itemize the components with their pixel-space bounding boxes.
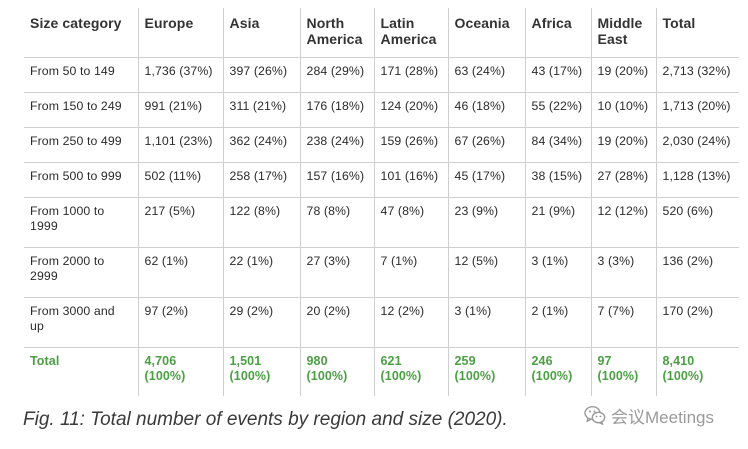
- table-cell: 27 (3%): [300, 247, 375, 298]
- table-cell: 238 (24%): [300, 127, 375, 163]
- table-cell: 63 (24%): [448, 57, 526, 93]
- table-row: From 1000 to 1999 217 (5%) 122 (8%) 78 (…: [24, 197, 739, 248]
- table-cell: 991 (21%): [138, 92, 224, 128]
- table-row: From 250 to 499 1,101 (23%) 362 (24%) 23…: [24, 127, 739, 163]
- table-cell: 176 (18%): [300, 92, 375, 128]
- table-cell: 157 (16%): [300, 162, 375, 198]
- table-row: From 50 to 149 1,736 (37%) 397 (26%) 284…: [24, 57, 739, 93]
- row-label: From 150 to 249: [24, 92, 139, 128]
- header-row: Size category Europe Asia North America …: [24, 8, 739, 58]
- table-cell: 311 (21%): [223, 92, 301, 128]
- table-cell: 284 (29%): [300, 57, 375, 93]
- table-cell: 62 (1%): [138, 247, 224, 298]
- table-cell: 3 (1%): [448, 297, 526, 348]
- table-cell: 3 (3%): [591, 247, 657, 298]
- table-cell: 1,101 (23%): [138, 127, 224, 163]
- table-cell: 46 (18%): [448, 92, 526, 128]
- table-cell: 1,736 (37%): [138, 57, 224, 93]
- table-cell: 2,030 (24%): [656, 127, 739, 163]
- table-cell: 19 (20%): [591, 57, 657, 93]
- table-cell: 10 (10%): [591, 92, 657, 128]
- total-cell: 8,410 (100%): [662, 354, 704, 383]
- table-cell: 97 (2%): [138, 297, 224, 348]
- header-latin-america: Latin America: [374, 8, 449, 58]
- table-row: From 500 to 999 502 (11%) 258 (17%) 157 …: [24, 162, 739, 198]
- table-cell: 136 (2%): [656, 247, 739, 298]
- row-label: From 500 to 999: [24, 162, 139, 198]
- table-cell: 55 (22%): [525, 92, 592, 128]
- table-cell: 12 (12%): [591, 197, 657, 248]
- row-label: From 3000 and up: [24, 297, 139, 348]
- table-cell: 21 (9%): [525, 197, 592, 248]
- table-cell: 2,713 (32%): [656, 57, 739, 93]
- total-cell: 980 (100%): [300, 347, 375, 396]
- figure-caption: Fig. 11: Total number of events by regio…: [23, 409, 508, 430]
- total-cell: 621 (100%): [374, 347, 449, 396]
- table-cell: 78 (8%): [300, 197, 375, 248]
- watermark: 会议Meetings: [584, 402, 714, 428]
- table-cell: 67 (26%): [448, 127, 526, 163]
- table-cell: 171 (28%): [374, 57, 449, 93]
- table-cell: 502 (11%): [138, 162, 224, 198]
- table-cell: 397 (26%): [223, 57, 301, 93]
- table-cell: 38 (15%): [525, 162, 592, 198]
- row-label: From 250 to 499: [24, 127, 139, 163]
- table-row: From 3000 and up 97 (2%) 29 (2%) 20 (2%)…: [24, 297, 739, 348]
- header-size-category: Size category: [24, 8, 139, 58]
- header-asia: Asia: [223, 8, 301, 58]
- header-middle-east: Middle East: [591, 8, 657, 58]
- row-label: From 2000 to 2999: [24, 247, 139, 298]
- total-cell: 1,501 (100%): [223, 347, 301, 396]
- total-cell: 97 (100%): [591, 347, 657, 396]
- header-oceania: Oceania: [448, 8, 526, 58]
- table-cell: 12 (5%): [448, 247, 526, 298]
- total-label: Total: [24, 347, 139, 396]
- row-label: From 1000 to 1999: [24, 197, 139, 248]
- table-cell: 47 (8%): [374, 197, 449, 248]
- table-cell: 45 (17%): [448, 162, 526, 198]
- table-cell: 19 (20%): [591, 127, 657, 163]
- table-cell: 159 (26%): [374, 127, 449, 163]
- table-cell: 3 (1%): [525, 247, 592, 298]
- total-row: Total 4,706 (100%) 1,501 (100%) 980 (100…: [24, 347, 739, 396]
- table-cell: 2 (1%): [525, 297, 592, 348]
- total-cell: 259 (100%): [448, 347, 526, 396]
- table-cell: 43 (17%): [525, 57, 592, 93]
- table-cell: 1,713 (20%): [656, 92, 739, 128]
- table-row: From 2000 to 2999 62 (1%) 22 (1%) 27 (3%…: [24, 247, 739, 298]
- table-cell: 22 (1%): [223, 247, 301, 298]
- table-cell: 258 (17%): [223, 162, 301, 198]
- table-cell: 23 (9%): [448, 197, 526, 248]
- table-cell: 122 (8%): [223, 197, 301, 248]
- header-north-america: North America: [300, 8, 375, 58]
- table-cell: 29 (2%): [223, 297, 301, 348]
- table-cell: 1,128 (13%): [656, 162, 739, 198]
- table-row: From 150 to 249 991 (21%) 311 (21%) 176 …: [24, 92, 739, 128]
- header-africa: Africa: [525, 8, 592, 58]
- table-cell: 520 (6%): [656, 197, 739, 248]
- table-cell: 27 (28%): [591, 162, 657, 198]
- table-cell: 7 (7%): [591, 297, 657, 348]
- table-cell: 7 (1%): [374, 247, 449, 298]
- row-label: From 50 to 149: [24, 57, 139, 93]
- table-cell: 12 (2%): [374, 297, 449, 348]
- table-cell: 217 (5%): [138, 197, 224, 248]
- header-europe: Europe: [138, 8, 224, 58]
- table-cell: 101 (16%): [374, 162, 449, 198]
- total-cell: 4,706 (100%): [138, 347, 224, 396]
- wechat-icon: [584, 405, 606, 425]
- watermark-text: 会议Meetings: [611, 407, 714, 427]
- table-cell: 170 (2%): [656, 297, 739, 348]
- table-cell: 20 (2%): [300, 297, 375, 348]
- total-cell: 246 (100%): [525, 347, 592, 396]
- header-total: Total: [656, 8, 739, 58]
- table-cell: 124 (20%): [374, 92, 449, 128]
- table-cell: 362 (24%): [223, 127, 301, 163]
- events-table: Size category Europe Asia North America …: [24, 8, 739, 396]
- table-cell: 84 (34%): [525, 127, 592, 163]
